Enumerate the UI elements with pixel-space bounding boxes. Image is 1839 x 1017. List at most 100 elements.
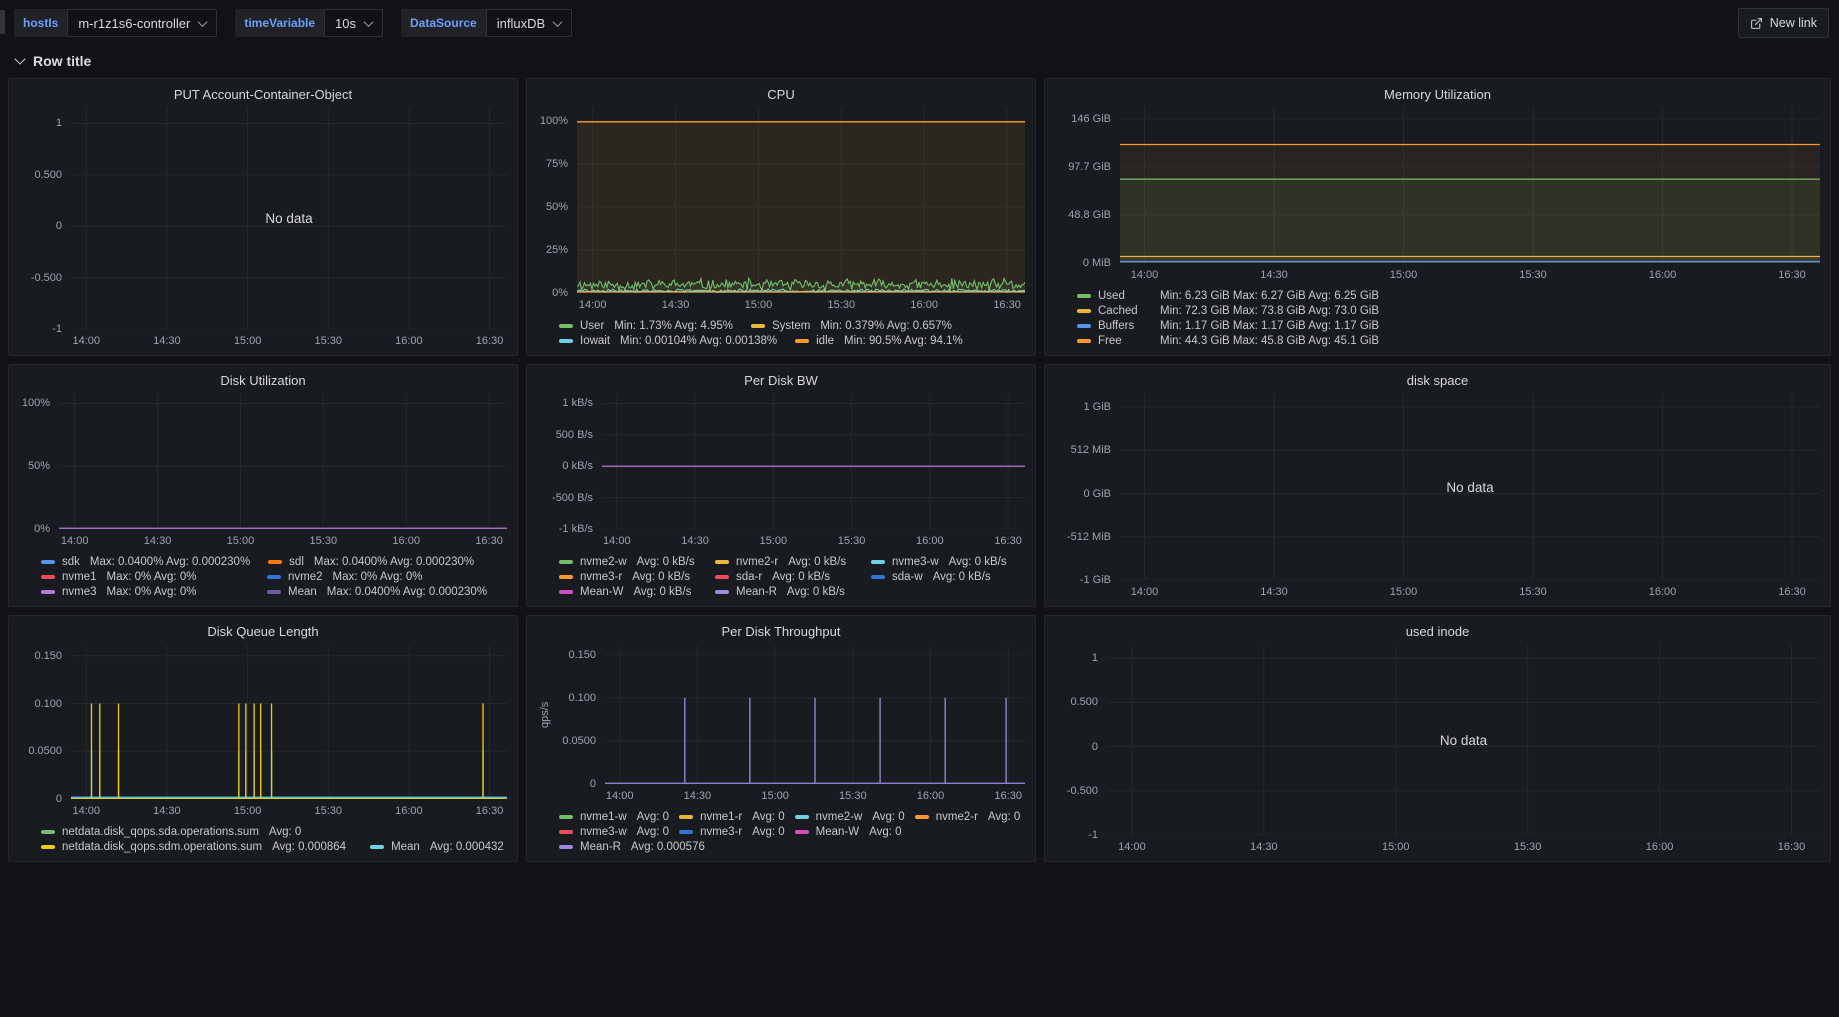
x-axis-tick: 15:00	[761, 790, 789, 802]
legend-item-nvme3-r[interactable]: nvme3-rAvg: 0 kB/s	[559, 571, 699, 583]
y-axis: 1 kB/s500 B/s0 kB/s-500 B/s-1 kB/s	[537, 394, 602, 529]
panel-title[interactable]: Per Disk Throughput	[537, 621, 1025, 643]
x-axis-tick: 15:00	[234, 805, 262, 817]
legend-item-sdk[interactable]: sdkMax: 0.0400% Avg: 0.000230%	[41, 556, 250, 568]
legend-stats: Min: 0.379% Avg: 0.657%	[820, 320, 952, 332]
panel-title[interactable]: disk space	[1055, 370, 1820, 392]
plot-area[interactable]	[71, 645, 507, 799]
legend-stats: Avg: 0 kB/s	[637, 556, 695, 568]
legend-item-buffers[interactable]: BuffersMin: 1.17 GiB Max: 1.17 GiB Avg: …	[1077, 320, 1379, 332]
x-axis-tick: 16:30	[1778, 586, 1806, 598]
legend-item-cached[interactable]: CachedMin: 72.3 GiB Max: 73.8 GiB Avg: 7…	[1077, 305, 1379, 317]
dashboard-row-header[interactable]: Row title	[0, 44, 1839, 78]
plot-area[interactable]	[577, 108, 1025, 293]
legend-item-user[interactable]: UserMin: 1.73% Avg: 4.95%	[559, 320, 733, 332]
legend-item-nvme3-w[interactable]: nvme3-wAvg: 0 kB/s	[871, 556, 1011, 568]
legend-label: Mean-R	[736, 586, 777, 598]
variable-value: 10s	[335, 16, 356, 31]
series-color-swatch	[715, 560, 729, 564]
legend-item-idle[interactable]: idleMin: 90.5% Avg: 94.1%	[795, 335, 963, 347]
legend-item-netdata-disk-qops-sdm-operations-sum[interactable]: netdata.disk_qops.sdm.operations.sumAvg:…	[41, 841, 346, 853]
y-axis-tick: 0	[56, 220, 62, 232]
legend-row: FreeMin: 44.3 GiB Max: 45.8 GiB Avg: 45.…	[1077, 335, 1816, 347]
legend-item-mean-r[interactable]: Mean-RAvg: 0.000576	[559, 841, 705, 853]
x-axis: 14:0014:3015:0015:3016:0016:30	[1120, 263, 1820, 283]
panel-title[interactable]: PUT Account-Container-Object	[19, 84, 507, 106]
legend-item-nvme3-r[interactable]: nvme3-rAvg: 0	[679, 826, 785, 838]
legend-item-nvme1-r[interactable]: nvme1-rAvg: 0	[679, 811, 785, 823]
legend: UserMin: 1.73% Avg: 4.95% SystemMin: 0.37…	[537, 313, 1025, 349]
series-color-swatch	[559, 845, 573, 849]
series-color-swatch	[1077, 339, 1091, 343]
y-axis: 10.5000-0.500-1	[19, 108, 71, 329]
legend-item-system[interactable]: SystemMin: 0.379% Avg: 0.657%	[751, 320, 952, 332]
legend-item-mean[interactable]: MeanMax: 0.0400% Avg: 0.000230%	[267, 586, 487, 598]
legend-label: Mean-W	[816, 826, 859, 838]
panel-disk-queue-length: Disk Queue Length 0.1500.1000.0500014:00…	[8, 615, 518, 862]
legend-item-netdata-disk-qops-sda-operations-sum[interactable]: netdata.disk_qops.sda.operations.sumAvg:…	[41, 826, 301, 838]
y-axis-tick: -1 GiB	[1080, 574, 1111, 586]
legend-label: nvme2-r	[936, 811, 978, 823]
legend-item-used[interactable]: UsedMin: 6.23 GiB Max: 6.27 GiB Avg: 6.2…	[1077, 290, 1379, 302]
legend-item-nvme2-w[interactable]: nvme2-wAvg: 0 kB/s	[559, 556, 699, 568]
x-axis-tick: 16:30	[994, 790, 1022, 802]
y-axis: 0.1500.1000.05000	[19, 645, 71, 799]
plot-area[interactable]	[605, 645, 1025, 784]
legend-item-nvme1[interactable]: nvme1Max: 0% Avg: 0%	[41, 571, 249, 583]
x-axis-tick: 15:00	[1390, 586, 1418, 598]
panel-title[interactable]: Disk Queue Length	[19, 621, 507, 643]
no-data-text: No data	[1107, 645, 1820, 835]
legend-row: nvme2-wAvg: 0 kB/s nvme2-rAvg: 0 kB/s nvme…	[559, 556, 1021, 568]
dashboard-topbar: hostIs m-r1z1s6-controller timeVariable …	[0, 0, 1839, 44]
chart-per-disk-bw: 1 kB/s500 B/s0 kB/s-500 B/s-1 kB/s14:001…	[537, 394, 1025, 549]
sidebar-edge[interactable]	[0, 10, 5, 34]
legend-item-nvme2-r[interactable]: nvme2-rAvg: 0 kB/s	[715, 556, 855, 568]
legend-item-mean-r[interactable]: Mean-RAvg: 0 kB/s	[715, 586, 855, 598]
y-axis: 1 GiB512 MiB0 GiB-512 MiB-1 GiB	[1055, 394, 1120, 580]
legend-item-nvme2-r[interactable]: nvme2-rAvg: 0	[915, 811, 1021, 823]
series-color-swatch	[559, 560, 573, 564]
y-axis-label: qps/s	[537, 645, 553, 784]
legend-item-mean-w[interactable]: Mean-WAvg: 0 kB/s	[559, 586, 699, 598]
host-variable-dropdown[interactable]: m-r1z1s6-controller	[67, 9, 217, 37]
time-variable-dropdown[interactable]: 10s	[324, 9, 383, 37]
legend-item-nvme2[interactable]: nvme2Max: 0% Avg: 0%	[267, 571, 475, 583]
legend-item-iowait[interactable]: IowaitMin: 0.00104% Avg: 0.00138%	[559, 335, 777, 347]
legend-item-free[interactable]: FreeMin: 44.3 GiB Max: 45.8 GiB Avg: 45.…	[1077, 335, 1379, 347]
plot-area[interactable]: No data	[71, 108, 507, 329]
legend-item-sdl[interactable]: sdlMax: 0.0400% Avg: 0.000230%	[268, 556, 476, 568]
legend-stats: Avg: 0	[269, 826, 301, 838]
panel-title[interactable]: Per Disk BW	[537, 370, 1025, 392]
legend-stats: Avg: 0.000432	[430, 841, 504, 853]
legend-item-nvme3-w[interactable]: nvme3-wAvg: 0	[559, 826, 669, 838]
chevron-down-icon	[364, 17, 374, 27]
no-data-text: No data	[1120, 394, 1820, 580]
legend-row: nvme3-wAvg: 0 nvme3-rAvg: 0 Mean-WAvg: 0	[559, 826, 1021, 838]
x-axis-tick: 14:30	[681, 535, 709, 547]
legend-stats: Min: 1.73% Avg: 4.95%	[614, 320, 733, 332]
panel-title[interactable]: Memory Utilization	[1055, 84, 1820, 106]
x-axis-tick: 14:00	[1131, 586, 1159, 598]
y-axis-tick: 0.150	[568, 649, 596, 661]
legend-item-mean-w[interactable]: Mean-WAvg: 0	[795, 826, 902, 838]
legend-item-sda-r[interactable]: sda-rAvg: 0 kB/s	[715, 571, 855, 583]
x-axis-tick: 15:00	[745, 299, 773, 311]
new-link-button[interactable]: New link	[1738, 8, 1829, 38]
x-axis-tick: 16:00	[392, 535, 420, 547]
datasource-variable-dropdown[interactable]: influxDB	[486, 9, 572, 37]
plot-area[interactable]	[59, 394, 507, 529]
plot-area[interactable]	[602, 394, 1025, 529]
plot-area[interactable]: No data	[1120, 394, 1820, 580]
plot-area[interactable]	[1120, 108, 1820, 263]
legend-item-mean[interactable]: MeanAvg: 0.000432	[370, 841, 504, 853]
plot-area[interactable]: No data	[1107, 645, 1820, 835]
legend-row: nvme1-wAvg: 0 nvme1-rAvg: 0 nvme2-wAvg: 0 n…	[559, 811, 1021, 823]
panel-title[interactable]: Disk Utilization	[19, 370, 507, 392]
x-axis: 14:0014:3015:0015:3016:0016:30	[605, 784, 1025, 804]
legend-item-nvme3[interactable]: nvme3Max: 0% Avg: 0%	[41, 586, 249, 598]
legend-item-nvme1-w[interactable]: nvme1-wAvg: 0	[559, 811, 669, 823]
panel-title[interactable]: used inode	[1055, 621, 1820, 643]
panel-title[interactable]: CPU	[537, 84, 1025, 106]
legend-item-sda-w[interactable]: sda-wAvg: 0 kB/s	[871, 571, 1011, 583]
legend-item-nvme2-w[interactable]: nvme2-wAvg: 0	[795, 811, 905, 823]
